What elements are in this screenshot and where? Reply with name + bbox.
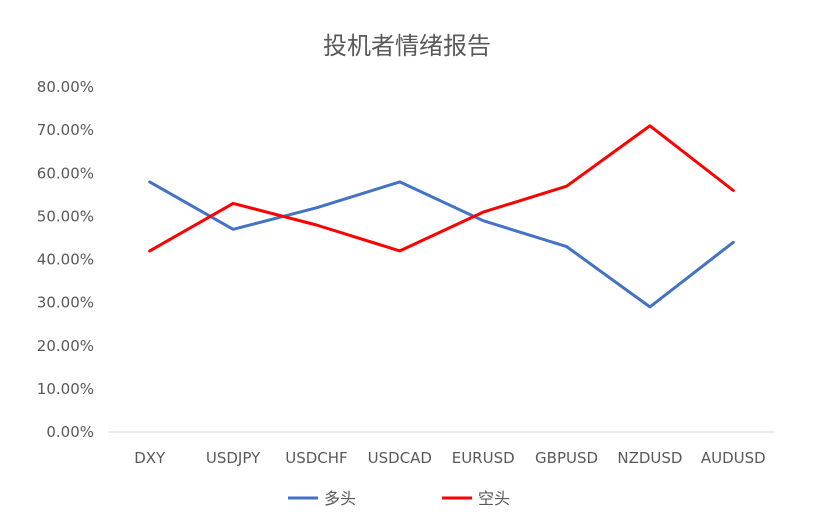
x-tick-label: AUDUSD [701,449,766,467]
y-tick-label: 10.00% [37,380,94,398]
legend: 多头 空头 [288,489,510,508]
x-tick-label: USDJPY [206,449,261,467]
chart-title: 投机者情绪报告 [323,32,491,60]
legend-label-0: 多头 [324,489,356,508]
y-tick-label: 30.00% [37,294,94,312]
x-tick-label: GBPUSD [535,449,598,467]
series-line-1 [148,124,735,253]
y-tick-label: 20.00% [37,337,94,355]
x-tick-label: NZDUSD [617,449,682,467]
x-tick-label: USDCHF [285,449,347,467]
legend-label-1: 空头 [478,489,510,508]
x-axis-tick-labels: DXY USDJPY USDCHF USDCAD EURUSD GBPUSD NZDUSD A… [134,449,766,467]
y-tick-label: 70.00% [37,121,94,139]
x-tick-label: DXY [134,449,166,467]
x-tick-label: EURUSD [452,449,515,467]
y-tick-label: 60.00% [37,164,94,182]
y-tick-label: 40.00% [37,251,94,269]
series-line-0 [148,180,735,309]
y-tick-label: 80.00% [37,78,94,96]
series-lines [148,124,735,309]
x-tick-label: USDCAD [368,449,432,467]
y-axis-tick-labels: 0.00% 10.00% 20.00% 30.00% 40.00% 50.00% 60.00… [37,78,94,441]
y-tick-label: 50.00% [37,207,94,225]
y-tick-label: 0.00% [46,423,94,441]
